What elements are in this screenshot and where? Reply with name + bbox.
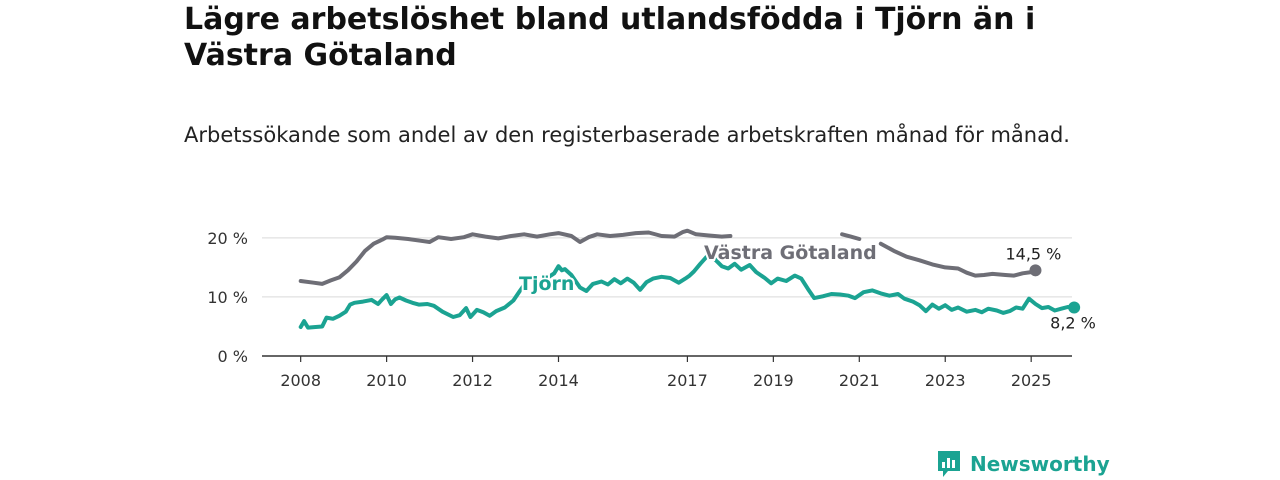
series-line-tjorn (298, 251, 1077, 330)
newsworthy-brand: Newsworthy (936, 448, 1110, 480)
x-axis-tick-labels: 2008 2010 2012 2014 2017 2019 2021 2023 2025 (280, 371, 1051, 390)
line-chart: 0 % 10 % 20 % 2008 2010 2012 2014 2017 2019 2021… (207, 228, 1096, 390)
end-point-vastra-gotaland (1029, 264, 1042, 277)
x-tick-label-2023: 2023 (925, 371, 966, 390)
x-tick-label-2017: 2017 (667, 371, 708, 390)
end-point-tjorn (1068, 301, 1081, 314)
y-tick-label-20: 20 % (207, 229, 248, 248)
chart-logo-icon (938, 451, 960, 477)
chart-subtitle: Arbetssökande som andel av den registerb… (184, 123, 1070, 147)
x-tick-label-2012: 2012 (452, 371, 493, 390)
series-line-vastra-gotaland-c (878, 241, 1038, 278)
brand-name: Newsworthy (970, 452, 1110, 476)
series-label-vastra-gotaland: Västra Götaland (704, 242, 877, 264)
end-value-vastra-gotaland: 14,5 % (1005, 244, 1061, 263)
series-labels: Västra Götaland Tjörn 14,5 % 8,2 % (517, 240, 1096, 333)
x-tick-label-2021: 2021 (839, 371, 880, 390)
x-tick-label-2014: 2014 (538, 371, 579, 390)
end-value-tjorn: 8,2 % (1050, 314, 1096, 333)
y-tick-label-0: 0 % (218, 347, 248, 366)
x-tick-label-2019: 2019 (753, 371, 794, 390)
x-tick-label-2008: 2008 (280, 371, 321, 390)
x-tick-label-2010: 2010 (366, 371, 407, 390)
x-axis (262, 355, 1072, 362)
series-label-tjorn: Tjörn (519, 273, 574, 295)
series-lines (298, 228, 1081, 330)
chart-title: Lägre arbetslöshet bland utlandsfödda i … (184, 2, 1036, 73)
series-line-vastra-gotaland-b (840, 232, 862, 241)
series-line-vastra-gotaland (298, 228, 733, 286)
y-tick-label-10: 10 % (207, 288, 248, 307)
y-axis-tick-labels: 0 % 10 % 20 % (207, 229, 248, 366)
x-tick-label-2025: 2025 (1011, 371, 1052, 390)
